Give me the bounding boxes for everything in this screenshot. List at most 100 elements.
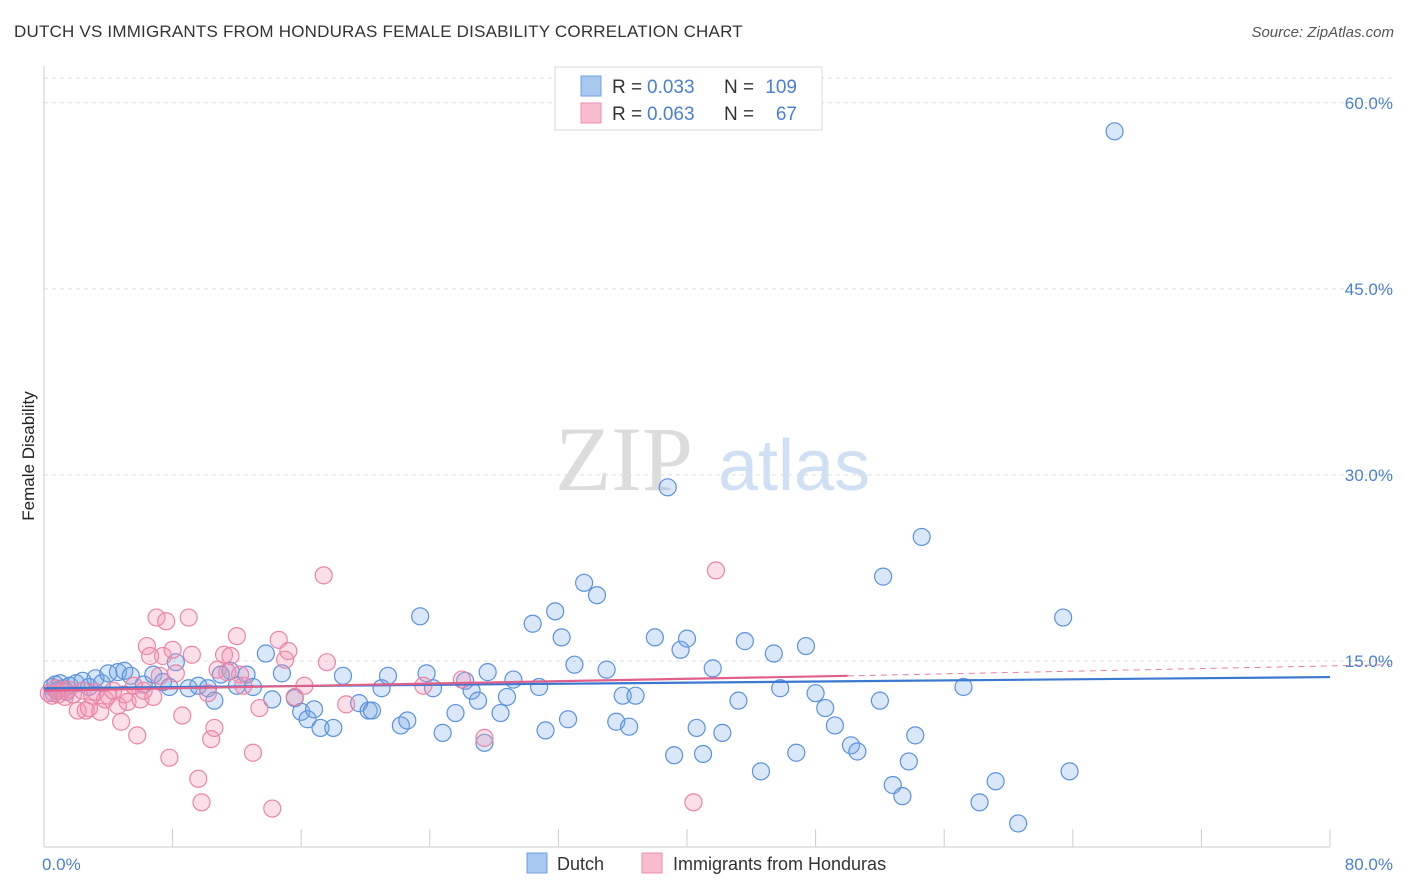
- honduras-point: [337, 695, 356, 714]
- dutch-point: [121, 666, 140, 685]
- honduras-point: [205, 718, 224, 738]
- honduras-point: [317, 653, 337, 672]
- dutch-point: [848, 742, 867, 761]
- dutch-point: [446, 703, 465, 723]
- trend-line-dashed-honduras: [847, 664, 1391, 677]
- dutch-point: [671, 640, 690, 659]
- y-tick-label: 45.0%: [1345, 280, 1393, 299]
- dutch-point: [796, 636, 816, 656]
- series-layer: [39, 122, 1124, 833]
- dutch-point: [1054, 608, 1073, 627]
- honduras-point: [202, 729, 221, 749]
- honduras-point: [279, 641, 298, 661]
- dutch-point: [986, 772, 1005, 791]
- dutch-point: [1009, 814, 1028, 833]
- dutch-point: [587, 586, 607, 605]
- dutch-point: [398, 711, 417, 730]
- dutch-point: [1105, 122, 1124, 141]
- honduras-point: [150, 666, 169, 685]
- legend-swatch-dutch: [580, 75, 602, 97]
- honduras-point: [147, 608, 166, 627]
- legend-r-label-honduras: R =: [612, 104, 647, 125]
- bottom-legend: Dutch Immigrants from Honduras: [526, 852, 886, 874]
- legend-n-label-honduras: N =: [724, 104, 759, 125]
- honduras-point: [160, 748, 179, 767]
- axes: [43, 66, 1331, 848]
- dutch-point: [626, 686, 645, 705]
- dutch-point: [1060, 762, 1079, 781]
- dutch-point: [735, 632, 754, 651]
- dutch-point: [523, 614, 542, 633]
- dutch-point: [575, 573, 594, 592]
- dutch-point: [906, 726, 925, 745]
- dutch-point: [687, 718, 706, 738]
- dutch-point: [729, 691, 748, 710]
- dutch-point: [874, 567, 893, 586]
- bottom-legend-label-dutch: Dutch: [557, 854, 604, 874]
- bottom-legend-swatch-dutch: [526, 852, 548, 874]
- dutch-point: [333, 666, 353, 685]
- honduras-point: [179, 608, 198, 627]
- dutch-point: [468, 691, 488, 710]
- dutch-point: [536, 721, 555, 740]
- dutch-point: [478, 663, 497, 682]
- dutch-point: [205, 691, 224, 710]
- dutch-point: [144, 665, 163, 684]
- source-label: Source: ZipAtlas.com: [1251, 24, 1394, 41]
- dutch-point: [787, 743, 806, 762]
- honduras-point: [263, 799, 282, 818]
- honduras-point: [684, 793, 703, 812]
- dutch-point: [825, 716, 844, 735]
- dutch-point: [658, 478, 677, 497]
- legend-n-value-honduras: 67: [776, 104, 797, 125]
- dutch-point: [530, 677, 549, 697]
- honduras-point: [250, 698, 269, 718]
- trend-line-honduras: [43, 674, 848, 692]
- legend-r-value-dutch: 0.033: [647, 77, 695, 98]
- dutch-point: [806, 684, 825, 703]
- dutch-point: [597, 660, 616, 679]
- honduras-point: [198, 684, 218, 703]
- dutch-point: [816, 698, 835, 718]
- watermark-zip: ZIP: [555, 408, 693, 510]
- y-tick-label: 30.0%: [1345, 466, 1393, 485]
- watermark-atlas: atlas: [718, 426, 870, 506]
- honduras-point: [140, 646, 160, 666]
- dutch-point: [475, 733, 494, 752]
- dutch-point: [870, 691, 890, 710]
- x-tick-label-min: 0.0%: [42, 855, 81, 874]
- honduras-point: [231, 665, 250, 684]
- honduras-point: [128, 726, 147, 745]
- dutch-point: [311, 718, 330, 738]
- y-tick-label: 60.0%: [1345, 94, 1393, 113]
- dutch-point: [558, 710, 578, 729]
- honduras-point: [166, 664, 185, 683]
- honduras-point: [144, 687, 163, 707]
- dutch-point: [433, 723, 452, 742]
- dutch-point: [378, 666, 398, 685]
- dutch-point: [677, 629, 697, 648]
- dutch-point: [893, 787, 912, 806]
- legend-r-label-dutch: R =: [612, 77, 647, 98]
- honduras-point: [475, 728, 494, 747]
- series-honduras: [39, 561, 726, 818]
- honduras-point: [182, 645, 201, 664]
- dutch-point: [546, 602, 565, 621]
- dutch-point: [256, 644, 275, 663]
- honduras-point: [221, 646, 240, 666]
- honduras-point: [243, 743, 263, 762]
- y-tick-label: 15.0%: [1345, 652, 1393, 671]
- honduras-point: [189, 769, 208, 788]
- legend-r-value-honduras: 0.063: [647, 104, 695, 125]
- dutch-point: [713, 723, 732, 742]
- dutch-point: [497, 687, 517, 707]
- dutch-point: [771, 679, 790, 698]
- dutch-point: [693, 744, 713, 764]
- chart-title: DUTCH VS IMMIGRANTS FROM HONDURAS FEMALE…: [14, 22, 743, 41]
- x-tick-label-max: 80.0%: [1345, 855, 1393, 874]
- dutch-point: [324, 718, 343, 738]
- trend-layer: [43, 664, 1391, 692]
- dutch-point: [263, 690, 282, 709]
- y-tick-labels: 15.0% 30.0% 45.0% 60.0%: [1345, 94, 1393, 671]
